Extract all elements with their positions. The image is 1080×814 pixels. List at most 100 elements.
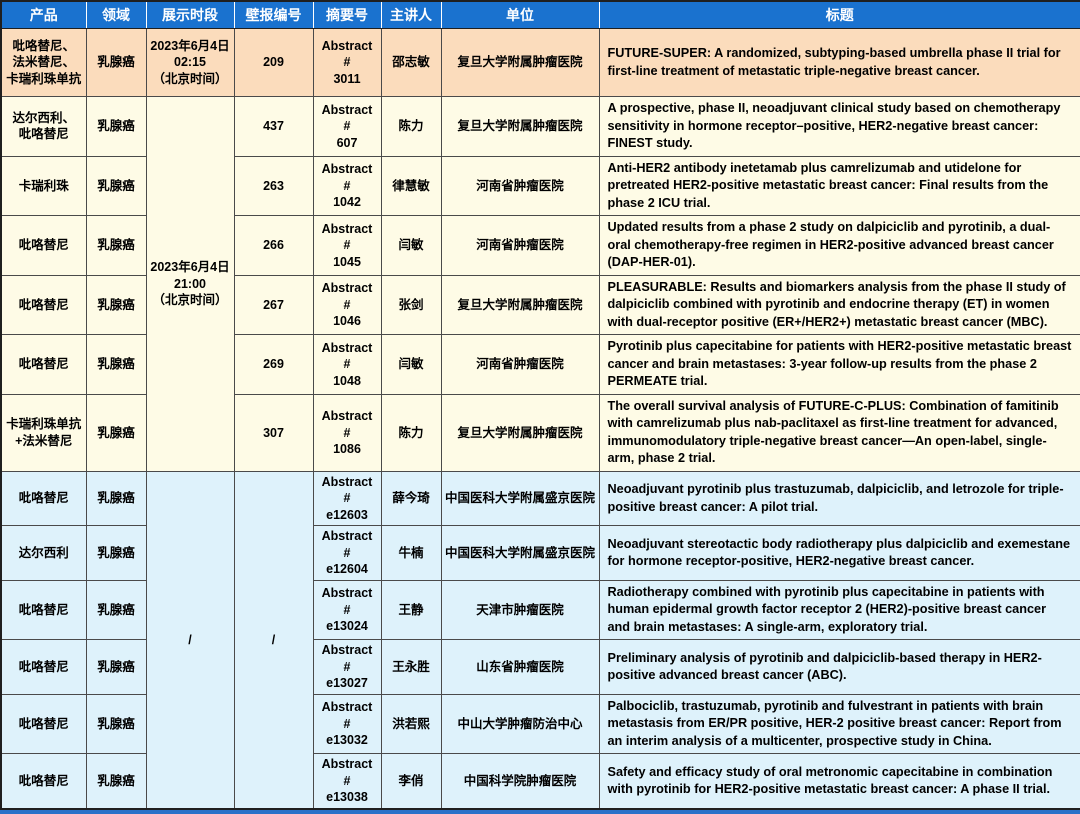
field-cell: 乳腺癌	[85, 96, 147, 157]
poster-number-cell: 269	[233, 334, 314, 395]
field-cell: 乳腺癌	[85, 393, 147, 472]
table-row: 吡咯替尼 乳腺癌 / / Abstract # e12603 薛今琦 中国医科大…	[0, 470, 1080, 810]
product-cell: 吡咯替尼	[0, 753, 87, 810]
abstract-number-cell: Abstract # e12603	[312, 470, 382, 527]
title-cell: Preliminary analysis of pyrotinib and da…	[598, 639, 1080, 695]
organization-cell: 河南省肿瘤医院	[440, 215, 600, 276]
speaker-cell: 王静	[380, 579, 442, 641]
organization-cell: 中国医科大学附属盛京医院	[440, 525, 600, 581]
speaker-cell: 律慧敏	[380, 155, 442, 217]
field-cell: 乳腺癌	[85, 579, 147, 641]
organization-cell: 天津市肿瘤医院	[440, 579, 600, 641]
organization-cell: 中国医科大学附属盛京医院	[440, 470, 600, 527]
bottom-border-strip	[0, 809, 1080, 814]
product-cell: 吡咯替尼	[0, 334, 87, 395]
abstract-number-cell: Abstract # e12604	[312, 525, 382, 581]
speaker-cell: 陈力	[380, 393, 442, 472]
table-row: 达尔西利 乳腺癌 Abstract # e12604 牛楠 中国医科大学附属盛京…	[0, 525, 1080, 581]
organization-cell: 复旦大学附属肿瘤医院	[440, 96, 600, 157]
title-cell: Safety and efficacy study of oral metron…	[598, 753, 1080, 810]
speaker-cell: 洪若熙	[380, 693, 442, 755]
speaker-cell: 牛楠	[380, 525, 442, 581]
header-speaker: 主讲人	[380, 1, 442, 29]
poster-number-cell: 267	[233, 274, 314, 336]
table-row: 达尔西利、 吡咯替尼 乳腺癌 2023年6月4日 21:00 （北京时间） 43…	[0, 96, 1080, 472]
product-cell: 卡瑞利珠单抗 +法米替尼	[0, 393, 87, 472]
poster-number-cell: 266	[233, 215, 314, 276]
product-cell: 吡咯替尼	[0, 579, 87, 641]
header-row: 产品 领域 展示时段 壁报编号 摘要号 主讲人 单位 标题	[1, 1, 1080, 29]
abstract-number-cell: Abstract # 1048	[312, 334, 382, 395]
title-cell: A prospective, phase II, neoadjuvant cli…	[598, 96, 1080, 157]
speaker-cell: 李俏	[380, 753, 442, 810]
field-cell: 乳腺癌	[85, 28, 147, 97]
header-abstract-number: 摘要号	[312, 1, 382, 29]
header-field: 领域	[85, 1, 147, 29]
title-cell: Neoadjuvant pyrotinib plus trastuzumab, …	[598, 470, 1080, 527]
organization-cell: 中山大学肿瘤防治中心	[440, 693, 600, 755]
title-cell: Pyrotinib plus capecitabine for patients…	[598, 334, 1080, 395]
abstract-number-cell: Abstract # 1042	[312, 155, 382, 217]
table-row: 吡咯替尼 乳腺癌 269 Abstract # 1048 闫敏 河南省肿瘤医院 …	[0, 334, 1080, 395]
time-cell: 2023年6月4日 02:15 （北京时间）	[145, 28, 235, 97]
field-cell: 乳腺癌	[85, 753, 147, 810]
organization-cell: 复旦大学附属肿瘤医院	[440, 393, 600, 472]
speaker-cell: 张剑	[380, 274, 442, 336]
field-cell: 乳腺癌	[85, 470, 147, 527]
product-cell: 吡咯替尼、 法米替尼、 卡瑞利珠单抗	[0, 28, 87, 97]
product-cell: 吡咯替尼	[0, 639, 87, 695]
abstract-number-cell: Abstract # e13027	[312, 639, 382, 695]
header-organization: 单位	[440, 1, 600, 29]
speaker-cell: 闫敏	[380, 215, 442, 276]
speaker-cell: 王永胜	[380, 639, 442, 695]
product-cell: 吡咯替尼	[0, 470, 87, 527]
field-cell: 乳腺癌	[85, 274, 147, 336]
field-cell: 乳腺癌	[85, 639, 147, 695]
product-cell: 吡咯替尼	[0, 215, 87, 276]
abstract-number-cell: Abstract # 3011	[312, 28, 382, 97]
header-time: 展示时段	[145, 1, 235, 29]
field-cell: 乳腺癌	[85, 525, 147, 581]
table-row: 吡咯替尼 乳腺癌 266 Abstract # 1045 闫敏 河南省肿瘤医院 …	[0, 215, 1080, 276]
title-cell: Radiotherapy combined with pyrotinib plu…	[598, 579, 1080, 641]
table-row: 卡瑞利珠单抗 +法米替尼 乳腺癌 307 Abstract # 1086 陈力 …	[0, 393, 1080, 472]
abstract-number-cell: Abstract # 1045	[312, 215, 382, 276]
time-cell-merged: 2023年6月4日 21:00 （北京时间）	[145, 96, 235, 472]
title-cell: Neoadjuvant stereotactic body radiothera…	[598, 525, 1080, 581]
title-cell: Palbociclib, trastuzumab, pyrotinib and …	[598, 693, 1080, 755]
organization-cell: 山东省肿瘤医院	[440, 639, 600, 695]
poster-number-cell: 263	[233, 155, 314, 217]
organization-cell: 中国科学院肿瘤医院	[440, 753, 600, 810]
poster-number-cell-merged: /	[233, 470, 314, 810]
organization-cell: 复旦大学附属肿瘤医院	[440, 274, 600, 336]
speaker-cell: 薛今琦	[380, 470, 442, 527]
title-cell: PLEASURABLE: Results and biomarkers anal…	[598, 274, 1080, 336]
table-row: 吡咯替尼 乳腺癌 Abstract # e13024 王静 天津市肿瘤医院 Ra…	[0, 579, 1080, 641]
table-row: 吡咯替尼、 法米替尼、 卡瑞利珠单抗 乳腺癌 2023年6月4日 02:15 （…	[0, 28, 1080, 97]
abstract-number-cell: Abstract # e13032	[312, 693, 382, 755]
speaker-cell: 陈力	[380, 96, 442, 157]
poster-number-cell: 437	[233, 96, 314, 157]
field-cell: 乳腺癌	[85, 215, 147, 276]
abstract-number-cell: Abstract # 1086	[312, 393, 382, 472]
field-cell: 乳腺癌	[85, 155, 147, 217]
organization-cell: 河南省肿瘤医院	[440, 155, 600, 217]
abstract-number-cell: Abstract # 607	[312, 96, 382, 157]
speaker-cell: 闫敏	[380, 334, 442, 395]
product-cell: 达尔西利	[0, 525, 87, 581]
field-cell: 乳腺癌	[85, 334, 147, 395]
header-title: 标题	[598, 1, 1080, 29]
title-cell: Anti-HER2 antibody inetetamab plus camre…	[598, 155, 1080, 217]
abstract-number-cell: Abstract # e13038	[312, 753, 382, 810]
product-cell: 吡咯替尼	[0, 274, 87, 336]
field-cell: 乳腺癌	[85, 693, 147, 755]
title-cell: Updated results from a phase 2 study on …	[598, 215, 1080, 276]
product-cell: 吡咯替尼	[0, 693, 87, 755]
title-cell: FUTURE-SUPER: A randomized, subtyping-ba…	[598, 28, 1080, 97]
header-poster-number: 壁报编号	[233, 1, 314, 29]
header-product: 产品	[1, 1, 87, 29]
organization-cell: 复旦大学附属肿瘤医院	[440, 28, 600, 97]
abstract-number-cell: Abstract # 1046	[312, 274, 382, 336]
